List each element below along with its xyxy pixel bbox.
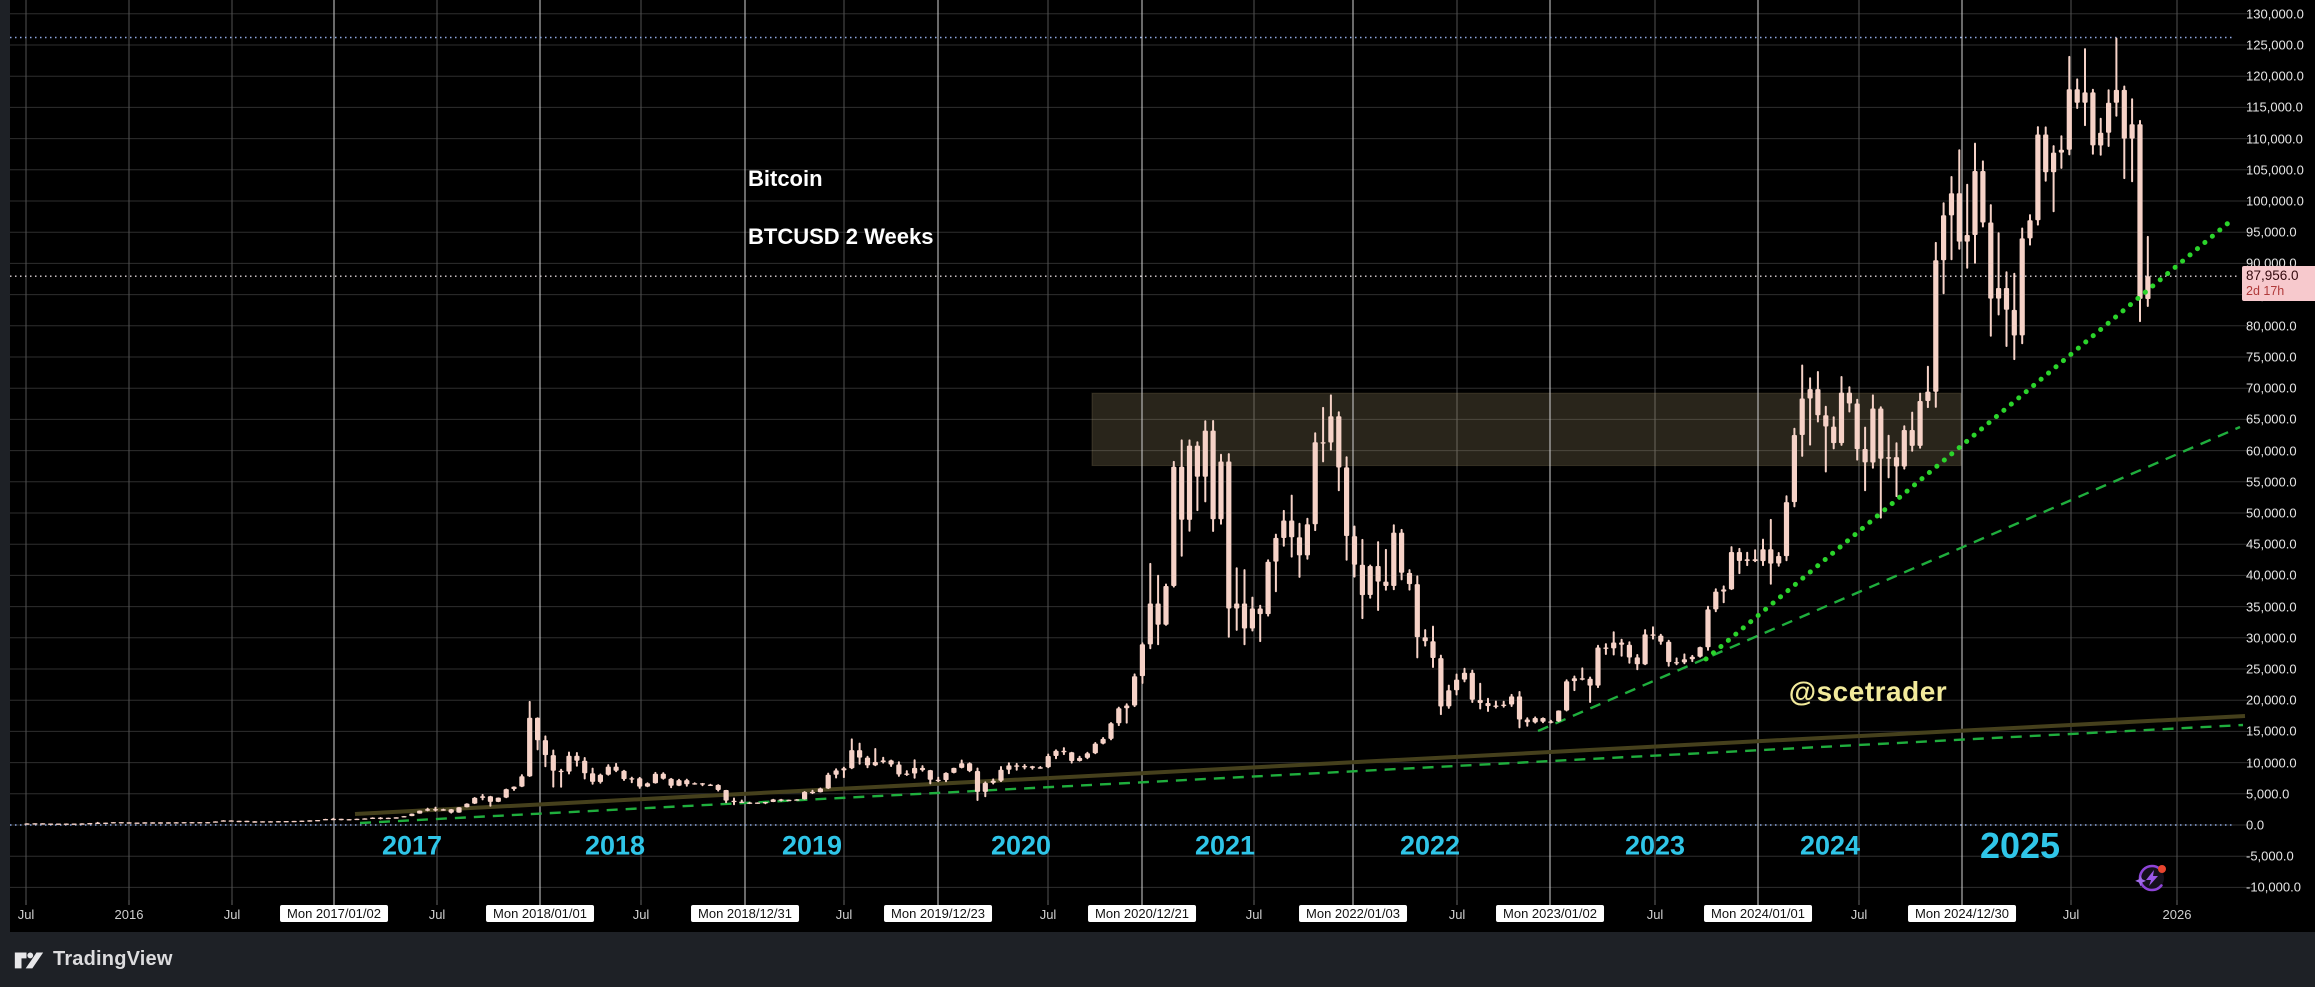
time-tick-label: Jul: [1448, 907, 1466, 922]
time-tick-label-boxed: Mon 2024/01/01: [1704, 905, 1812, 922]
time-tick-label-boxed: Mon 2023/01/02: [1496, 905, 1604, 922]
price-tick-label: 95,000.0: [2246, 224, 2297, 240]
price-tick-label: 120,000.0: [2246, 68, 2304, 84]
time-tick-label-boxed: Mon 2022/01/03: [1299, 905, 1407, 922]
time-axis[interactable]: Jul 2016 Jul Mon 2017/01/02 Jul Mon 2018/01/0…: [0, 900, 2315, 932]
tradingview-logo-icon: [14, 952, 44, 968]
time-tick-label: Jul: [2062, 907, 2080, 922]
symbol-title: Bitcoin: [748, 166, 823, 191]
candlestick-series: [24, 37, 2151, 825]
time-tick-label: 2026: [2162, 907, 2192, 922]
horizontal-gridlines: [10, 13, 2252, 888]
time-tick-label: Jul: [1039, 907, 1057, 922]
tradingview-logo-link[interactable]: TradingView: [14, 948, 173, 972]
time-tick-label: Jul: [632, 907, 650, 922]
supply-zone-box[interactable]: [1091, 392, 1962, 467]
price-tick-label: 25,000.0: [2246, 661, 2297, 677]
lower-dashed-trendline[interactable]: [359, 723, 2244, 825]
time-tick-label-boxed: Mon 2020/12/21: [1088, 905, 1196, 922]
current-price-value: 87,956.0: [2246, 268, 2299, 283]
vertical-gridlines-minor: [25, 0, 2178, 900]
symbol-timeframe-subtitle: BTCUSD 2 Weeks: [748, 224, 934, 249]
olive-trendline[interactable]: [354, 714, 2246, 816]
year-watermark: 2024: [1799, 830, 1861, 861]
year-watermark: 2021: [1194, 830, 1256, 861]
price-tick-label: 130,000.0: [2246, 6, 2304, 22]
time-tick-label: Jul: [1850, 907, 1868, 922]
year-watermark: 2023: [1624, 830, 1686, 861]
author-watermark: @scetrader: [1788, 676, 1948, 707]
time-tick-label: Jul: [835, 907, 853, 922]
price-tick-label: 5,000.0: [2246, 786, 2290, 802]
vertical-gridlines-major: [333, 0, 1963, 900]
candlestick-chart[interactable]: [0, 0, 2315, 932]
price-tick-label: 75,000.0: [2246, 349, 2297, 365]
price-tick-label: 30,000.0: [2246, 630, 2297, 646]
year-watermark: 2018: [584, 830, 646, 861]
year-watermark: 2022: [1399, 830, 1461, 861]
price-tick-label: 50,000.0: [2246, 505, 2297, 521]
price-tick-label: -10,000.0: [2246, 879, 2301, 895]
time-tick-label-boxed: Mon 2018/12/31: [691, 905, 799, 922]
price-tick-label: 125,000.0: [2246, 37, 2304, 53]
time-tick-label-boxed: Mon 2019/12/23: [884, 905, 992, 922]
price-tick-label: 115,000.0: [2246, 99, 2303, 115]
price-tick-label: 40,000.0: [2246, 567, 2297, 583]
price-tick-label: 15,000.0: [2246, 723, 2297, 739]
price-tick-label: 100,000.0: [2246, 193, 2304, 209]
time-tick-label: Jul: [1646, 907, 1664, 922]
price-tick-label: 20,000.0: [2246, 692, 2297, 708]
spark-ai-icon: [2135, 864, 2166, 892]
bar-countdown: 2d 17h: [2246, 283, 2285, 298]
dotted-support-trendline[interactable]: [1703, 216, 2236, 662]
time-tick-label: 2016: [114, 907, 144, 922]
price-tick-label: 110,000.0: [2246, 131, 2303, 147]
year-watermark: 2019: [781, 830, 843, 861]
price-tick-label: 80,000.0: [2246, 318, 2297, 334]
time-tick-label-boxed: Mon 2024/12/30: [1908, 905, 2016, 922]
spark-ai-button[interactable]: [2133, 859, 2171, 897]
time-tick-label: Jul: [1245, 907, 1263, 922]
year-watermark: 2025: [1979, 825, 2061, 866]
time-tick-label: Jul: [428, 907, 446, 922]
time-tick-label: Jul: [17, 907, 35, 922]
year-watermark: 2017: [381, 830, 443, 861]
price-tick-label: 10,000.0: [2246, 755, 2297, 771]
current-price-label[interactable]: 87,956.0 2d 17h: [2242, 266, 2315, 301]
tradingview-logo-text: TradingView: [53, 948, 173, 970]
time-tick-label: Jul: [223, 907, 241, 922]
price-tick-label: 105,000.0: [2246, 162, 2304, 178]
bottom-toolbar: TradingView: [0, 932, 2315, 987]
time-tick-label-boxed: Mon 2017/01/02: [280, 905, 388, 922]
price-tick-label: 65,000.0: [2246, 411, 2297, 427]
year-watermark: 2020: [990, 830, 1052, 861]
price-tick-label: 35,000.0: [2246, 599, 2297, 615]
price-tick-label: 55,000.0: [2246, 474, 2297, 490]
chart-canvas[interactable]: Bitcoin BTCUSD 2 Weeks @scetrader 2017 20…: [0, 0, 2315, 932]
price-tick-label: -5,000.0: [2246, 848, 2294, 864]
time-tick-label-boxed: Mon 2018/01/01: [486, 905, 594, 922]
price-tick-label: 0.0: [2246, 817, 2265, 833]
left-edge-strip: [0, 0, 10, 932]
upper-dashed-trendline[interactable]: [1537, 425, 2241, 733]
price-tick-label: 70,000.0: [2246, 380, 2297, 396]
price-tick-label: 60,000.0: [2246, 443, 2297, 459]
price-tick-label: 45,000.0: [2246, 536, 2297, 552]
